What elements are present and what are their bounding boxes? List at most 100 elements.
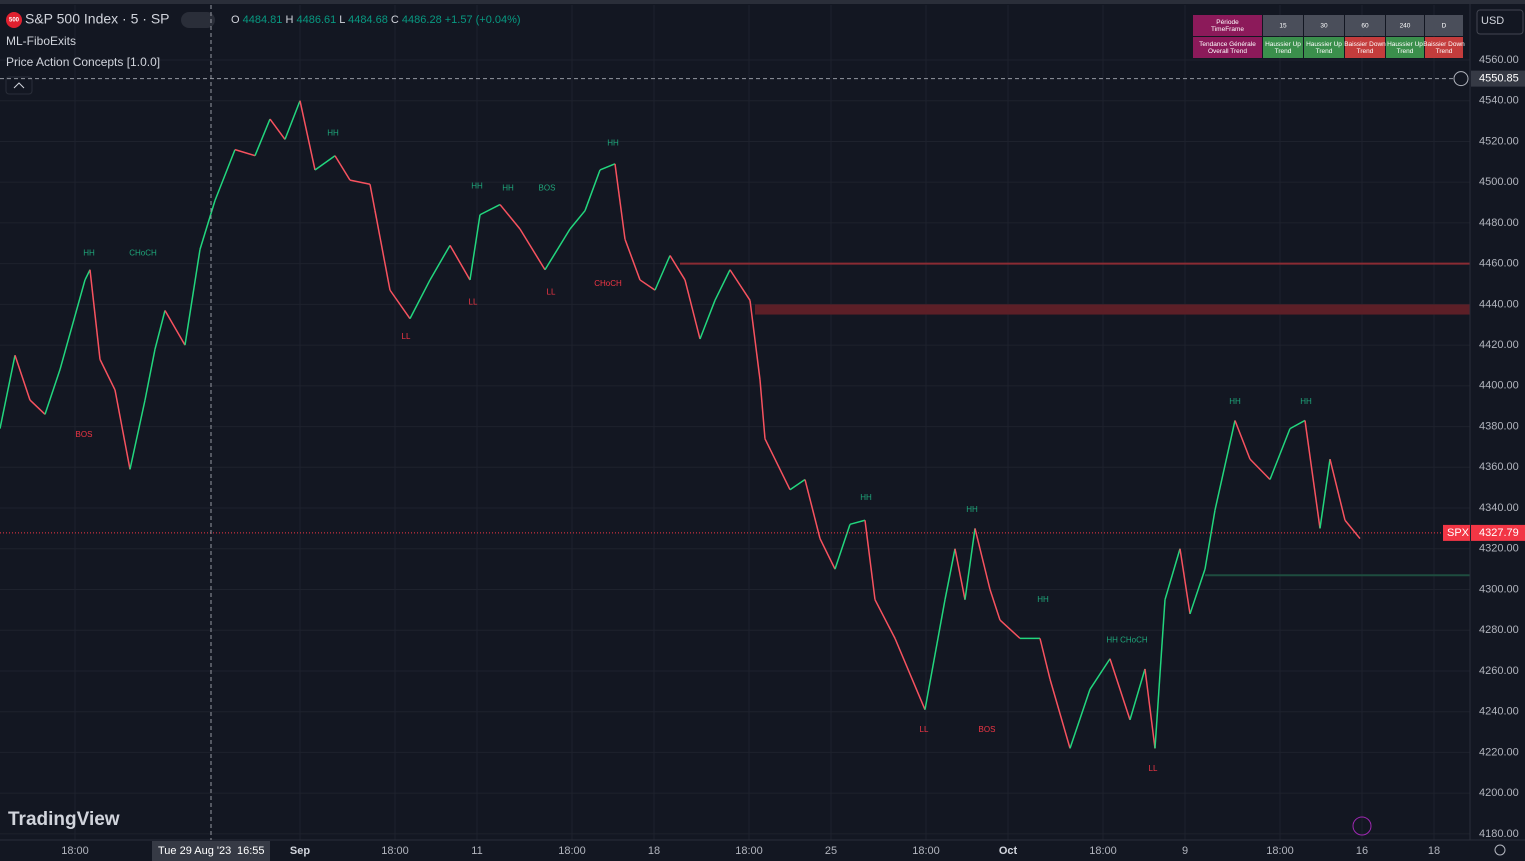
price-segment bbox=[819, 538, 836, 570]
table-text: Période TimeFrame bbox=[1211, 19, 1244, 33]
status-toggle[interactable] bbox=[181, 12, 215, 28]
price-segment bbox=[684, 279, 701, 340]
symbol-logo bbox=[6, 12, 22, 28]
table-text: 60 bbox=[1361, 22, 1369, 29]
price-segment bbox=[1144, 668, 1156, 749]
table-header-cell bbox=[1263, 15, 1303, 36]
indicator-name[interactable]: ML-FiboExits bbox=[6, 34, 76, 48]
price-segment bbox=[639, 279, 656, 291]
price-segment bbox=[874, 599, 896, 639]
ohlc-part: L bbox=[339, 14, 345, 26]
price-segment bbox=[1109, 658, 1131, 721]
price-segment bbox=[1164, 548, 1181, 600]
price-segment bbox=[44, 369, 61, 415]
annotation: LL bbox=[469, 297, 478, 306]
price-segment bbox=[624, 238, 641, 281]
x-tick-label: 18:00 bbox=[61, 845, 89, 857]
price-segment bbox=[1249, 458, 1271, 481]
annotation: HH bbox=[502, 183, 514, 192]
table-text: 240 bbox=[1400, 22, 1411, 29]
price-segment bbox=[84, 269, 91, 281]
collapse-button[interactable] bbox=[5, 76, 33, 95]
table-cell bbox=[1386, 37, 1424, 58]
price-segment bbox=[614, 163, 626, 240]
last-price-label: 4327.79 bbox=[1479, 527, 1519, 539]
price-segment bbox=[1329, 458, 1346, 521]
price-segment bbox=[729, 269, 751, 301]
table-header-cell bbox=[1193, 15, 1262, 36]
table-header-cell bbox=[1386, 15, 1424, 36]
x-tick-label: Sep bbox=[290, 845, 310, 857]
table-text: Haussier Up Trend bbox=[1306, 41, 1342, 55]
price-segment bbox=[99, 359, 116, 391]
add-button[interactable] bbox=[1453, 71, 1469, 87]
price-segment bbox=[834, 524, 851, 570]
annotation: HH bbox=[860, 493, 872, 502]
price-segment bbox=[144, 349, 156, 401]
annotation: LL bbox=[547, 287, 556, 296]
last-price-box bbox=[1471, 524, 1525, 541]
price-segment bbox=[389, 289, 411, 320]
indicator-name[interactable]: Price Action Concepts [1.0.0] bbox=[6, 55, 160, 69]
y-tick-label: 4380.00 bbox=[1479, 420, 1519, 432]
price-segment bbox=[234, 148, 256, 157]
crosshair-time: 16:55 bbox=[237, 845, 265, 857]
annotation: LL bbox=[920, 725, 929, 734]
table-text: Haussier Up Trend bbox=[1387, 41, 1423, 55]
price-segment bbox=[989, 589, 1001, 621]
ohlc: O 4484.81 H 4486.61 L 4484.68 C 4486.28 … bbox=[231, 14, 521, 26]
y-tick-label: 4420.00 bbox=[1479, 339, 1519, 351]
price-segment bbox=[999, 619, 1021, 639]
price-segment bbox=[349, 179, 371, 185]
y-tick-label: 4500.00 bbox=[1479, 176, 1519, 188]
price-segment bbox=[409, 279, 431, 319]
table-header-cell bbox=[1304, 15, 1344, 36]
table-cell bbox=[1263, 37, 1303, 58]
crosshair-price-box bbox=[1471, 70, 1525, 87]
price-segment bbox=[469, 214, 481, 281]
table-text: Tendance Générale Overall Trend bbox=[1199, 41, 1256, 55]
price-segment bbox=[369, 184, 376, 211]
y-tick-label: 4480.00 bbox=[1479, 217, 1519, 229]
price-segment bbox=[214, 149, 236, 201]
x-tick-label: 18:00 bbox=[912, 845, 940, 857]
price-segment bbox=[964, 528, 976, 600]
settings-icon[interactable] bbox=[1494, 844, 1506, 856]
price-segment bbox=[1189, 568, 1206, 615]
y-tick-label: 4320.00 bbox=[1479, 543, 1519, 555]
price-segment bbox=[1269, 428, 1291, 480]
table-cell bbox=[1304, 37, 1344, 58]
annotation: HH bbox=[327, 128, 339, 137]
price-segment bbox=[714, 269, 731, 301]
alert-icon[interactable] bbox=[1352, 816, 1372, 836]
price-segment bbox=[1069, 689, 1091, 749]
currency-button[interactable] bbox=[1476, 9, 1524, 35]
y-tick-label: 4280.00 bbox=[1479, 624, 1519, 636]
price-segment bbox=[804, 479, 821, 539]
price-segment bbox=[1289, 419, 1306, 430]
price-segment bbox=[29, 399, 46, 415]
x-tick-label: 25 bbox=[825, 845, 837, 857]
y-tick-label: 4240.00 bbox=[1479, 706, 1519, 718]
ohlc-part: 4484.68 bbox=[348, 14, 388, 26]
annotation: HH bbox=[1229, 397, 1241, 406]
ohlc-part: O bbox=[231, 14, 240, 26]
table-text: 15 bbox=[1279, 22, 1287, 29]
top-bar bbox=[0, 0, 1525, 4]
x-tick-label: 18:00 bbox=[1089, 845, 1117, 857]
price-segment bbox=[89, 269, 101, 360]
price-segment bbox=[789, 478, 806, 491]
collapse-icon bbox=[13, 82, 25, 89]
crosshair-price: 4550.85 bbox=[1479, 73, 1519, 85]
price-segment bbox=[1204, 509, 1216, 570]
price-segment bbox=[269, 118, 286, 140]
price-segment bbox=[749, 300, 761, 380]
price-segment bbox=[1039, 638, 1051, 680]
price-segment bbox=[429, 244, 451, 281]
price-segment bbox=[499, 204, 521, 230]
y-tick-label: 4340.00 bbox=[1479, 502, 1519, 514]
table-header-cell bbox=[1345, 15, 1385, 36]
price-segment bbox=[184, 249, 201, 346]
price-segment bbox=[654, 255, 671, 291]
